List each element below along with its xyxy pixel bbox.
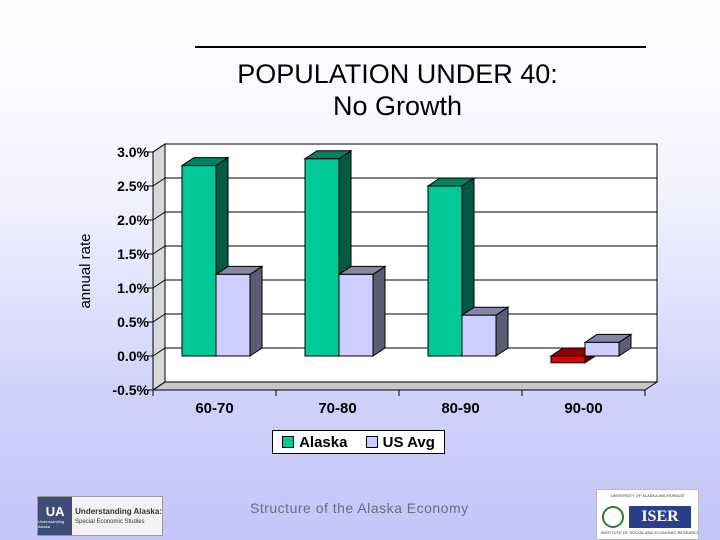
iser-name: ISER [629, 506, 691, 528]
bar-us-avg-80-90 [461, 314, 497, 357]
iser-top-text: UNIVERSITY OF ALASKA ANCHORAGE [610, 493, 685, 498]
legend-item-alaska: Alaska [282, 434, 347, 451]
y-tick-label: 2.0% [117, 212, 149, 228]
iser-logo: UNIVERSITY OF ALASKA ANCHORAGE ISER INST… [596, 489, 699, 540]
y-axis-label: annual rate [77, 233, 94, 308]
x-tick-label: 70-80 [318, 400, 356, 417]
gridline-diagonal [152, 347, 166, 357]
bar-alaska-60-70 [181, 165, 217, 357]
bar-alaska-70-80 [304, 158, 340, 357]
chart-legend: Alaska US Avg [272, 430, 445, 454]
bar-alaska-80-90 [427, 185, 463, 357]
legend-swatch-us-avg [365, 436, 378, 448]
slide-title: POPULATION UNDER 40: No Growth [120, 58, 675, 122]
y-tick-label: 0.5% [117, 314, 149, 330]
chart-floor [151, 381, 659, 391]
gridline-diagonal [152, 279, 166, 289]
chart-side-wall [152, 143, 166, 391]
x-tick-label: 60-70 [195, 400, 233, 417]
y-tick-label: 3.0% [117, 144, 149, 160]
footer-text: Structure of the Alaska Economy [250, 500, 469, 516]
bar-side-us-avg-60-70 [249, 265, 263, 357]
x-tick-label: 80-90 [441, 400, 479, 417]
gridline-diagonal [152, 177, 166, 187]
ua-words: Understanding Alaska: Special Economic S… [72, 497, 162, 535]
gridline-diagonal [152, 245, 166, 255]
ua-mark: UA Understanding Alaska [38, 497, 73, 535]
y-tick-label: -0.5% [112, 382, 149, 398]
legend-swatch-alaska [282, 436, 295, 448]
bar-us-avg-70-80 [338, 273, 374, 357]
title-rule [195, 46, 646, 48]
bar-side-us-avg-70-80 [372, 265, 386, 357]
iser-emblem-icon [602, 506, 624, 528]
x-tick-label: 90-00 [564, 400, 602, 417]
gridline-diagonal [152, 381, 166, 391]
y-tick-label: 2.5% [117, 178, 149, 194]
gridline-diagonal [152, 211, 166, 221]
gridline-diagonal [152, 143, 166, 153]
ua-subtitle: Special Economic Studies [75, 519, 145, 525]
gridline-diagonal [152, 313, 166, 323]
legend-label-alaska: Alaska [299, 433, 348, 451]
bar-alaska-90-00 [550, 355, 586, 364]
bar-us-avg-60-70 [215, 273, 251, 357]
ua-title: Understanding Alaska: [75, 507, 162, 516]
legend-item-us-avg: US Avg [365, 433, 435, 451]
legend-label-us-avg: US Avg [382, 433, 435, 451]
y-tick-label: 0.0% [117, 348, 149, 364]
bar-us-avg-90-00 [584, 341, 620, 357]
understanding-alaska-logo: UA Understanding Alaska Understanding Al… [37, 496, 163, 536]
title-line-2: No Growth [332, 91, 463, 121]
ua-mark-text: UA [45, 503, 65, 519]
y-tick-label: 1.5% [117, 246, 149, 262]
iser-bottom-text: INSTITUTE OF SOCIAL AND ECONOMIC RESEARC… [601, 530, 699, 535]
title-line-1: POPULATION UNDER 40: [237, 59, 558, 89]
y-tick-label: 1.0% [117, 280, 149, 296]
ua-mark-subtext: Understanding Alaska [38, 518, 65, 529]
